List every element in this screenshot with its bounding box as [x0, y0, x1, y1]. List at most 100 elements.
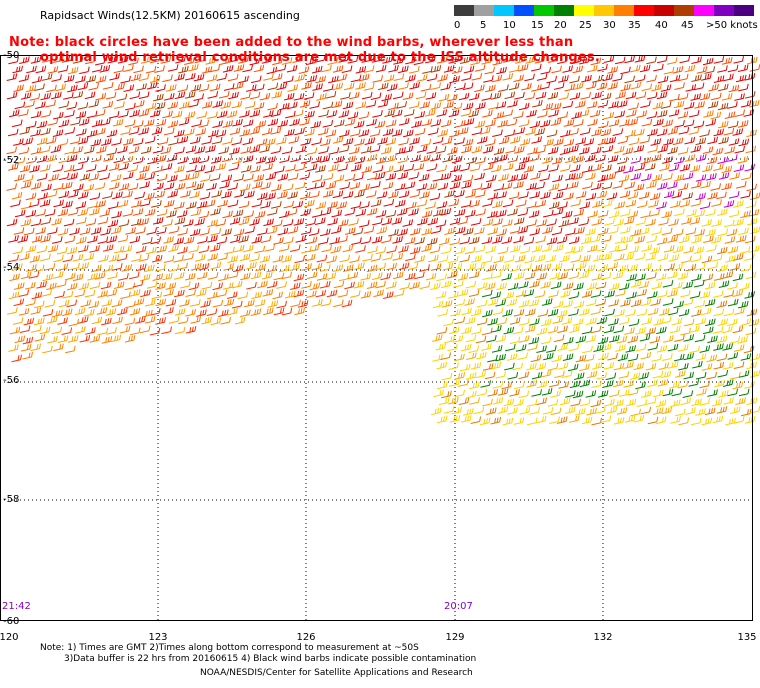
wind-barb [385, 172, 397, 181]
wind-barb [691, 235, 702, 244]
wind-barb [653, 63, 664, 72]
wind-barb [207, 253, 218, 261]
wind-barb [292, 109, 304, 117]
wind-barb [393, 289, 405, 297]
wind-barb [349, 129, 361, 137]
wind-barb [41, 73, 53, 81]
wind-barb [229, 127, 241, 135]
wind-barb [189, 156, 200, 165]
wind-barb [459, 363, 471, 372]
wind-barb [531, 371, 543, 380]
wind-barb [204, 199, 216, 208]
wind-barb [717, 156, 729, 164]
wind-barb [139, 325, 151, 334]
swath-time-right: 20:07 [444, 601, 473, 612]
wind-barb [679, 289, 691, 298]
lat-lon-grid [0, 55, 752, 620]
wind-barb [441, 300, 453, 308]
wind-barb [45, 136, 57, 145]
wind-barb [634, 163, 646, 172]
wind-barb [361, 55, 373, 63]
wind-barb [53, 199, 64, 208]
wind-barb [562, 282, 574, 290]
wind-barb [677, 344, 689, 352]
wind-barb [700, 180, 711, 189]
wind-barb [232, 118, 243, 127]
wind-barb [561, 370, 573, 378]
wind-barb [553, 334, 565, 343]
wind-barb [619, 119, 630, 127]
wind-barb [691, 56, 702, 64]
wind-barb [339, 254, 350, 263]
wind-barb [74, 289, 86, 298]
wind-barb [365, 190, 377, 198]
wind-barb [547, 308, 559, 317]
wind-barb [255, 156, 267, 164]
wind-barb [97, 164, 108, 173]
wind-barb [143, 119, 155, 127]
wind-barb [581, 74, 592, 83]
wind-barb [552, 300, 564, 309]
wind-barb [486, 335, 497, 343]
wind-barb [363, 83, 375, 91]
wind-barb [714, 379, 725, 388]
wind-barb [672, 66, 684, 74]
wind-barb [46, 84, 57, 93]
wind-barb [125, 300, 136, 309]
wind-barb [517, 63, 529, 72]
wind-barb [430, 65, 442, 73]
wind-barb [503, 255, 515, 263]
wind-barb [138, 127, 149, 135]
wind-barb [598, 120, 609, 129]
wind-barb [163, 199, 175, 208]
wind-barb [435, 291, 447, 299]
wind-barb [306, 182, 317, 191]
wind-barb [316, 254, 328, 263]
wind-barb [359, 183, 370, 192]
wind-barb [590, 146, 602, 155]
wind-barb [347, 111, 359, 120]
wind-barb [615, 344, 626, 352]
wind-barb [342, 264, 354, 272]
wind-barb [13, 298, 25, 307]
wind-barb [663, 335, 674, 343]
wind-barb [185, 145, 197, 154]
wind-barb [694, 228, 705, 237]
wind-barb [517, 208, 529, 217]
wind-barb [452, 280, 464, 288]
wind-barb [497, 246, 509, 255]
wind-barb [57, 208, 69, 217]
wind-barb [123, 64, 134, 72]
wind-barb [223, 298, 235, 307]
wind-barb [409, 227, 421, 236]
wind-barb [663, 190, 675, 199]
wind-barb [366, 153, 377, 162]
wind-barb [61, 327, 73, 335]
wind-barb [91, 64, 103, 73]
wind-barb [548, 164, 559, 172]
wind-barb [548, 183, 560, 191]
wind-barb [349, 255, 360, 263]
wind-barb [113, 281, 125, 289]
wind-barb [628, 318, 640, 327]
wind-barb [221, 228, 232, 236]
wind-barb [583, 138, 595, 146]
wind-barb [31, 291, 43, 300]
wind-barb [132, 208, 144, 216]
wind-barb [95, 75, 107, 84]
wind-barb [260, 235, 272, 243]
wind-barb [699, 92, 711, 101]
wind-barb [22, 137, 33, 146]
wind-barb [421, 118, 432, 127]
wind-barb [186, 164, 197, 173]
lat-label: -54 [3, 262, 20, 273]
wind-barb [11, 354, 22, 363]
wind-barb [740, 408, 752, 417]
wind-barb [633, 183, 645, 192]
wind-barb [57, 335, 69, 343]
wind-barb [744, 235, 756, 244]
wind-barb [592, 75, 603, 83]
wind-barb [227, 182, 238, 191]
wind-barb [454, 208, 466, 217]
wind-barb [744, 73, 756, 81]
